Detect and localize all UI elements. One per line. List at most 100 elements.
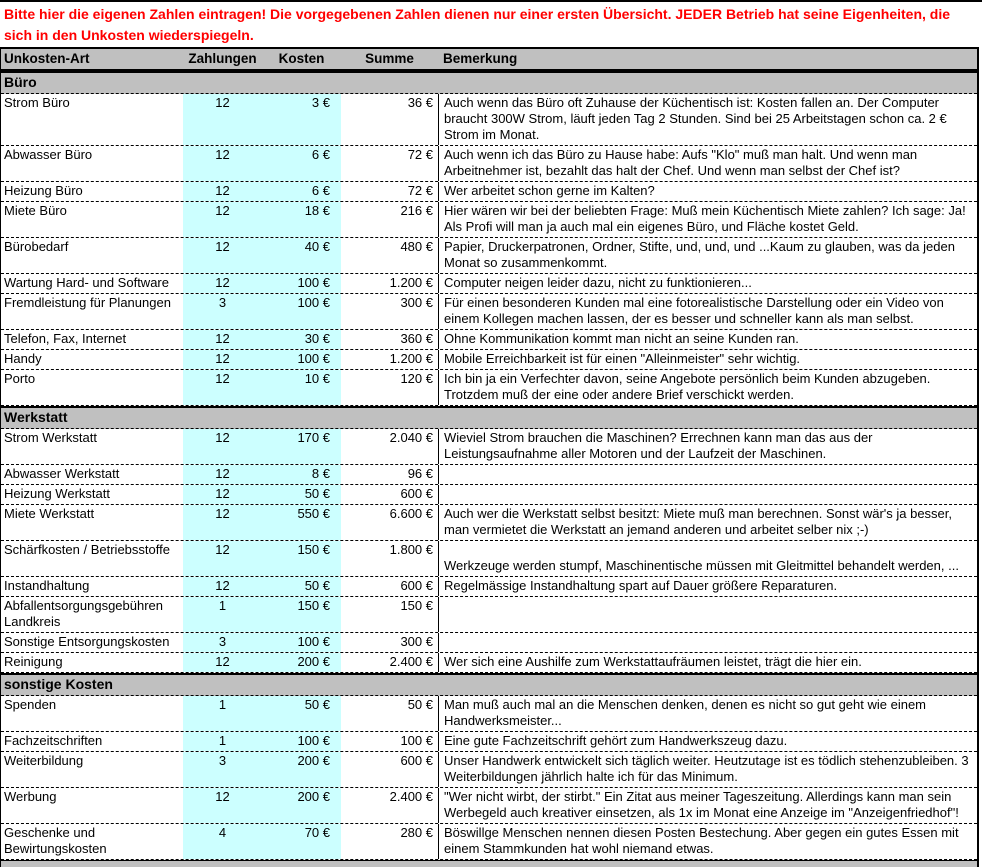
cell-zahlungen[interactable]: 12 xyxy=(183,182,262,201)
cell-zahlungen[interactable]: 12 xyxy=(183,202,262,237)
cell-bemerkung[interactable]: Wieviel Strom brauchen die Maschinen? Er… xyxy=(438,429,977,464)
cell-kosten[interactable]: 100 € xyxy=(262,350,341,369)
cell-kosten[interactable]: 50 € xyxy=(262,696,341,731)
cell-unkosten-art[interactable]: Schärfkosten / Betriebsstoffe xyxy=(4,542,170,557)
cell-unkosten-art[interactable]: Sonstige Entsorgungskosten xyxy=(4,634,170,649)
cell-summe[interactable]: 1.200 € xyxy=(389,275,433,290)
cell-zahlungen[interactable]: 12 xyxy=(183,541,262,576)
cell-summe[interactable]: 216 € xyxy=(400,203,433,218)
cell-zahlungen[interactable]: 3 xyxy=(183,752,262,787)
cell-bemerkung[interactable]: Wer arbeitet schon gerne im Kalten? xyxy=(438,182,977,201)
cell-kosten[interactable]: 6 € xyxy=(262,146,341,181)
cell-bemerkung[interactable]: Auch wenn das Büro oft Zuhause der Küche… xyxy=(438,94,977,145)
cell-zahlungen[interactable]: 12 xyxy=(183,653,262,672)
cell-summe[interactable]: 280 € xyxy=(400,825,433,840)
cell-unkosten-art[interactable]: Abwasser Büro xyxy=(4,147,93,162)
cell-kosten[interactable]: 100 € xyxy=(262,294,341,329)
cell-bemerkung[interactable] xyxy=(438,485,977,504)
cell-bemerkung[interactable] xyxy=(438,633,977,652)
cell-bemerkung[interactable]: Auch wenn ich das Büro zu Hause habe: Au… xyxy=(438,146,977,181)
cell-summe[interactable]: 120 € xyxy=(400,371,433,386)
cell-summe[interactable]: 480 € xyxy=(400,239,433,254)
cell-bemerkung[interactable]: Werkzeuge werden stumpf, Maschinentische… xyxy=(438,541,977,576)
cell-summe[interactable]: 600 € xyxy=(400,486,433,501)
cell-kosten[interactable]: 200 € xyxy=(262,653,341,672)
cell-summe[interactable]: 100 € xyxy=(400,733,433,748)
cell-zahlungen[interactable]: 12 xyxy=(183,788,262,823)
cell-bemerkung[interactable]: Regelmässige Instandhaltung spart auf Da… xyxy=(438,577,977,596)
cell-unkosten-art[interactable]: Abwasser Werkstatt xyxy=(4,466,120,481)
cell-bemerkung[interactable]: Auch wer die Werkstatt selbst besitzt: M… xyxy=(438,505,977,540)
cell-bemerkung[interactable]: Wer sich eine Aushilfe zum Werkstattaufr… xyxy=(438,653,977,672)
cell-unkosten-art[interactable]: Fremdleistung für Planungen xyxy=(4,295,171,310)
cell-unkosten-art[interactable]: Weiterbildung xyxy=(4,753,84,768)
cell-zahlungen[interactable]: 3 xyxy=(183,633,262,652)
cell-summe[interactable]: 2.040 € xyxy=(389,430,433,445)
cell-summe[interactable]: 72 € xyxy=(407,147,433,162)
cell-summe[interactable]: 1.200 € xyxy=(389,351,433,366)
cell-summe[interactable]: 6.600 € xyxy=(389,506,433,521)
cell-kosten[interactable]: 150 € xyxy=(262,597,341,632)
cell-bemerkung[interactable]: Böswillge Menschen nennen diesen Posten … xyxy=(438,824,977,859)
cell-zahlungen[interactable]: 12 xyxy=(183,577,262,596)
cell-kosten[interactable]: 170 € xyxy=(262,429,341,464)
cell-kosten[interactable]: 100 € xyxy=(262,732,341,751)
cell-bemerkung[interactable]: Unser Handwerk entwickelt sich täglich w… xyxy=(438,752,977,787)
cell-zahlungen[interactable]: 3 xyxy=(183,294,262,329)
cell-bemerkung[interactable]: Hier wären wir bei der beliebten Frage: … xyxy=(438,202,977,237)
cell-unkosten-art[interactable]: Telefon, Fax, Internet xyxy=(4,331,127,346)
cell-unkosten-art[interactable]: Strom Werkstatt xyxy=(4,430,97,445)
cell-kosten[interactable]: 100 € xyxy=(262,274,341,293)
cell-zahlungen[interactable]: 12 xyxy=(183,274,262,293)
cell-unkosten-art[interactable]: Instandhaltung xyxy=(4,578,90,593)
cell-kosten[interactable]: 50 € xyxy=(262,485,341,504)
cell-unkosten-art[interactable]: Heizung Büro xyxy=(4,183,83,198)
cell-summe[interactable]: 72 € xyxy=(407,183,433,198)
cell-kosten[interactable]: 100 € xyxy=(262,633,341,652)
cell-bemerkung[interactable] xyxy=(438,597,977,632)
cell-kosten[interactable]: 200 € xyxy=(262,752,341,787)
cell-zahlungen[interactable]: 12 xyxy=(183,330,262,349)
cell-summe[interactable]: 150 € xyxy=(400,598,433,613)
cell-unkosten-art[interactable]: Handy xyxy=(4,351,42,366)
cell-summe[interactable]: 36 € xyxy=(407,95,433,110)
cell-zahlungen[interactable]: 12 xyxy=(183,485,262,504)
cell-summe[interactable]: 600 € xyxy=(400,753,433,768)
cell-kosten[interactable]: 30 € xyxy=(262,330,341,349)
cell-kosten[interactable]: 18 € xyxy=(262,202,341,237)
cell-kosten[interactable]: 50 € xyxy=(262,577,341,596)
cell-kosten[interactable]: 40 € xyxy=(262,238,341,273)
cell-zahlungen[interactable]: 12 xyxy=(183,146,262,181)
cell-bemerkung[interactable] xyxy=(438,465,977,484)
cell-zahlungen[interactable]: 12 xyxy=(183,350,262,369)
cell-kosten[interactable]: 8 € xyxy=(262,465,341,484)
cell-kosten[interactable]: 6 € xyxy=(262,182,341,201)
cell-zahlungen[interactable]: 1 xyxy=(183,732,262,751)
cell-zahlungen[interactable]: 12 xyxy=(183,370,262,405)
cell-zahlungen[interactable]: 12 xyxy=(183,505,262,540)
cell-zahlungen[interactable]: 12 xyxy=(183,94,262,145)
cell-unkosten-art[interactable]: Werbung xyxy=(4,789,57,804)
cell-unkosten-art[interactable]: Strom Büro xyxy=(4,95,70,110)
cell-summe[interactable]: 360 € xyxy=(400,331,433,346)
cell-unkosten-art[interactable]: Miete Büro xyxy=(4,203,67,218)
cell-zahlungen[interactable]: 1 xyxy=(183,696,262,731)
cell-unkosten-art[interactable]: Reinigung xyxy=(4,654,63,669)
cell-kosten[interactable]: 10 € xyxy=(262,370,341,405)
cell-zahlungen[interactable]: 1 xyxy=(183,597,262,632)
cell-kosten[interactable]: 70 € xyxy=(262,824,341,859)
cell-unkosten-art[interactable]: Heizung Werkstatt xyxy=(4,486,110,501)
cell-bemerkung[interactable]: Ohne Kommunikation kommt man nicht an se… xyxy=(438,330,977,349)
cell-zahlungen[interactable]: 12 xyxy=(183,238,262,273)
cell-kosten[interactable]: 3 € xyxy=(262,94,341,145)
cell-summe[interactable]: 300 € xyxy=(400,295,433,310)
cell-zahlungen[interactable]: 12 xyxy=(183,429,262,464)
cell-bemerkung[interactable]: "Wer nicht wirbt, der stirbt." Ein Zitat… xyxy=(438,788,977,823)
cell-unkosten-art[interactable]: Miete Werkstatt xyxy=(4,506,95,521)
cell-unkosten-art[interactable]: Fachzeitschriften xyxy=(4,733,103,748)
cell-unkosten-art[interactable]: Wartung Hard- und Software xyxy=(4,275,169,290)
cell-kosten[interactable]: 150 € xyxy=(262,541,341,576)
cell-summe[interactable]: 300 € xyxy=(400,634,433,649)
cell-bemerkung[interactable]: Für einen besonderen Kunden mal eine fot… xyxy=(438,294,977,329)
cell-summe[interactable]: 2.400 € xyxy=(389,654,433,669)
